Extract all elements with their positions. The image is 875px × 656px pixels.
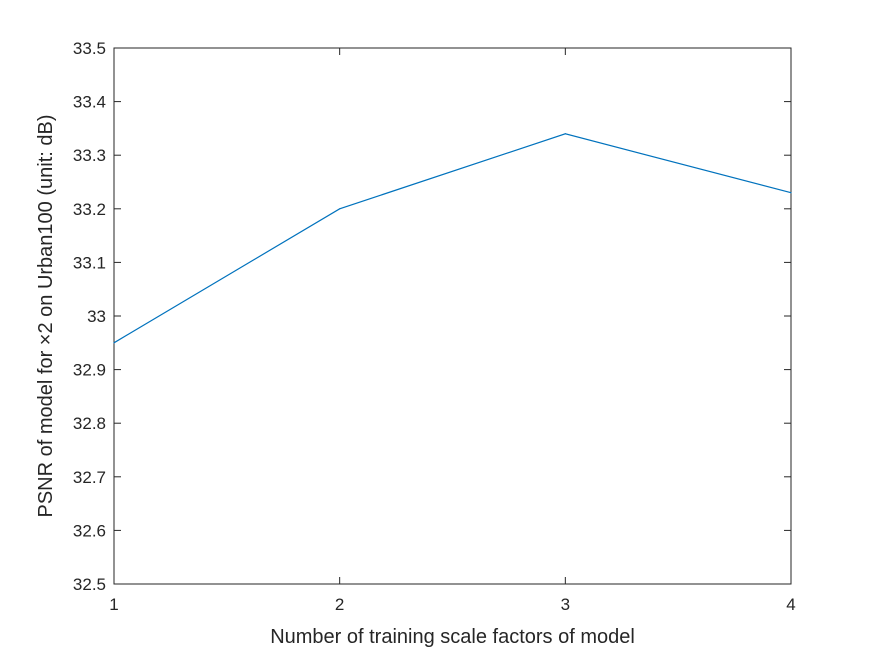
plot-area <box>113 47 792 585</box>
data-point <box>339 208 341 210</box>
data-point <box>113 342 115 344</box>
x-tick-label: 2 <box>335 595 344 614</box>
y-tick-label: 33.3 <box>73 146 106 165</box>
y-tick-label: 33.1 <box>73 253 106 272</box>
x-tick-label: 3 <box>561 595 570 614</box>
y-tick-label: 33.5 <box>73 39 106 58</box>
data-point <box>564 133 566 135</box>
x-tick-label: 1 <box>109 595 118 614</box>
y-tick-label: 33 <box>87 307 106 326</box>
tick-labels: 1 2 3 4 32.5 32.6 32.7 32.8 32.9 33 33.1 33.2 33.3 33… <box>73 39 796 614</box>
y-tick-label: 32.7 <box>73 468 106 487</box>
y-axis-title: PSNR of model for ×2 on Urban100 (unit: … <box>35 115 57 518</box>
y-tick-label: 32.9 <box>73 361 106 380</box>
y-tick-label: 32.5 <box>73 575 106 594</box>
data-point <box>790 192 792 194</box>
y-tick-label: 32.6 <box>73 521 106 540</box>
y-tick-label: 33.2 <box>73 200 106 219</box>
y-tick-label: 32.8 <box>73 414 106 433</box>
data-series <box>113 133 792 344</box>
axis-ticks <box>113 47 792 585</box>
y-tick-label: 33.4 <box>73 93 106 112</box>
x-tick-label: 4 <box>786 595 795 614</box>
series-line <box>113 133 792 344</box>
x-axis-title: Number of training scale factors of mode… <box>270 626 635 648</box>
